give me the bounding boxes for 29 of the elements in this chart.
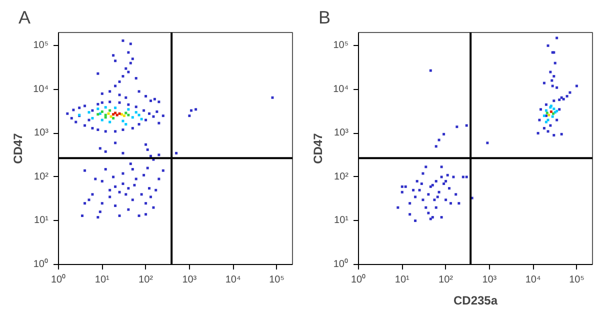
x-tick-label: 10⁵ (269, 274, 284, 286)
x-tick-label: 10³ (182, 274, 198, 286)
y-tick-label: 10⁵ (333, 40, 349, 52)
y-tick-label: 10⁰ (33, 258, 48, 270)
x-tick-label: 10⁴ (525, 274, 541, 286)
chart-title: A (18, 8, 31, 28)
y-tick-label: 10⁰ (333, 258, 348, 270)
x-axis-title: CD235a (453, 294, 498, 308)
y-axis-title: CD47 (11, 132, 26, 164)
x-tick-label: 10² (138, 274, 154, 286)
y-tick-label: 10² (334, 171, 350, 182)
x-tick-label: 10⁰ (50, 274, 66, 286)
x-tick-label: 10¹ (94, 274, 110, 286)
y-tick-label: 10² (34, 171, 50, 182)
x-tick-label: 10¹ (394, 274, 410, 286)
x-tick-label: 10⁵ (569, 274, 584, 286)
y-tick-label: 10¹ (334, 215, 350, 226)
y-tick-label: 10⁵ (33, 40, 49, 52)
y-tick-label: 10⁴ (33, 84, 48, 95)
y-tick-label: 10³ (334, 128, 350, 139)
x-tick-label: 10⁰ (350, 274, 366, 286)
y-tick-label: 10⁴ (333, 84, 348, 95)
chart-title: B (318, 8, 331, 28)
x-tick-label: 10² (438, 274, 454, 286)
x-tick-label: 10⁴ (225, 274, 241, 286)
y-axis-title: CD47 (311, 132, 326, 164)
x-tick-label: 10³ (482, 274, 498, 286)
y-tick-label: 10¹ (34, 215, 50, 226)
y-tick-label: 10³ (34, 128, 50, 139)
